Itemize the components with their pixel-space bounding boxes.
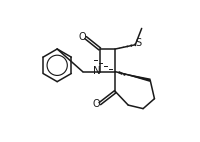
Text: S: S	[135, 38, 141, 48]
Text: O: O	[92, 99, 100, 109]
Text: N: N	[93, 66, 100, 76]
Text: O: O	[78, 32, 86, 42]
Polygon shape	[115, 72, 150, 82]
